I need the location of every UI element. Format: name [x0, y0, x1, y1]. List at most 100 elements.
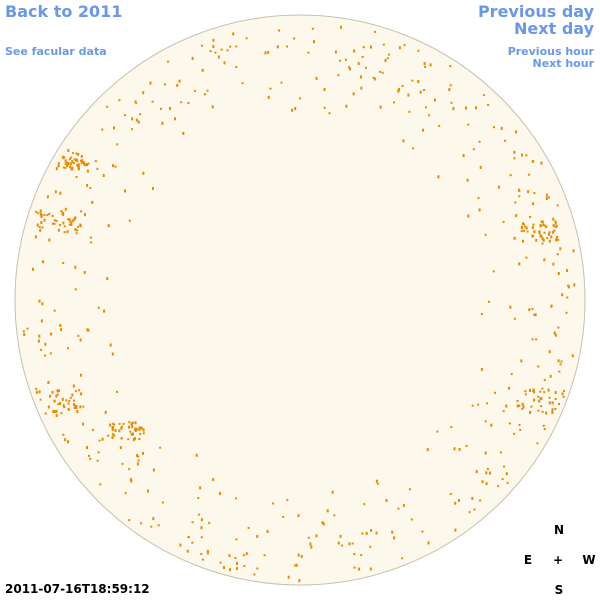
facula [385, 499, 388, 502]
facula [235, 538, 238, 541]
facular-link[interactable]: See facular data [5, 45, 107, 58]
facula [344, 58, 347, 61]
facula [554, 391, 557, 394]
previous-day-link[interactable]: Previous day [477, 2, 594, 21]
facula [169, 106, 171, 110]
facula [554, 221, 557, 225]
compass-east: E [523, 553, 533, 567]
facula [78, 389, 81, 392]
facula [323, 88, 326, 91]
facula [76, 410, 79, 414]
facula [520, 230, 523, 233]
facula [71, 160, 74, 164]
facula [531, 338, 534, 341]
facula [449, 493, 452, 495]
facula [548, 350, 551, 354]
facula [298, 579, 301, 583]
facula [453, 447, 456, 451]
facula [53, 399, 56, 403]
facula [553, 331, 556, 335]
facula [525, 226, 528, 230]
facula [417, 49, 420, 52]
previous-hour-link[interactable]: Previous hour [507, 45, 594, 58]
facula [128, 219, 131, 222]
facula [341, 544, 344, 547]
facula [247, 526, 250, 529]
facula [360, 554, 363, 557]
facula [87, 162, 90, 165]
facula [321, 521, 324, 525]
compass-west: W [582, 553, 596, 567]
facula [104, 410, 107, 414]
facula [57, 164, 60, 167]
facula [556, 253, 559, 256]
facula [375, 479, 378, 483]
facula [40, 348, 43, 351]
facula [89, 236, 92, 239]
back-link[interactable]: Back to 2011 [5, 2, 123, 21]
facula [571, 354, 574, 358]
facula [74, 228, 77, 232]
facula [46, 214, 49, 217]
facula [397, 89, 400, 93]
facula [152, 187, 154, 190]
facula [465, 444, 468, 447]
facula [71, 152, 74, 155]
facula [349, 67, 351, 71]
facula [214, 51, 217, 54]
facula [503, 465, 506, 468]
facula [542, 238, 545, 242]
facula [500, 126, 503, 130]
facula [152, 468, 155, 472]
facula [101, 437, 104, 441]
facula [522, 222, 524, 226]
facula [552, 217, 555, 221]
facula [557, 359, 560, 363]
facula [448, 88, 451, 92]
facula [322, 522, 325, 526]
facula [545, 225, 548, 229]
facula [543, 231, 546, 234]
facula [540, 220, 543, 223]
facula [135, 101, 138, 104]
facula [509, 305, 512, 309]
facula [527, 190, 530, 194]
facula [490, 423, 493, 427]
facula [149, 81, 152, 85]
facula [522, 239, 524, 243]
facula [438, 125, 441, 128]
facula [533, 390, 535, 393]
facula [509, 174, 512, 177]
facula [67, 149, 70, 153]
facula [364, 66, 367, 69]
facula [554, 408, 557, 410]
facula [307, 51, 310, 54]
facula [59, 324, 62, 327]
facula [77, 163, 80, 167]
facula [293, 37, 296, 40]
facula [62, 166, 65, 169]
facula [219, 561, 222, 564]
facula [134, 421, 137, 425]
facula [403, 44, 406, 47]
next-day-link[interactable]: Next day [514, 19, 594, 38]
facula [393, 536, 396, 540]
facula [60, 412, 63, 415]
facula [497, 185, 500, 189]
facula [62, 156, 65, 160]
facula [79, 338, 82, 342]
facula [520, 225, 523, 228]
facula [98, 439, 101, 442]
facula [138, 438, 141, 440]
facula [212, 38, 215, 42]
facula [557, 272, 560, 275]
facula [37, 212, 40, 215]
facula [520, 359, 523, 363]
facula [26, 327, 29, 330]
facula [135, 118, 138, 122]
next-hour-link[interactable]: Next hour [532, 57, 595, 70]
facula [398, 87, 401, 91]
facula [524, 393, 527, 396]
facula [61, 155, 64, 158]
facula [67, 402, 70, 405]
